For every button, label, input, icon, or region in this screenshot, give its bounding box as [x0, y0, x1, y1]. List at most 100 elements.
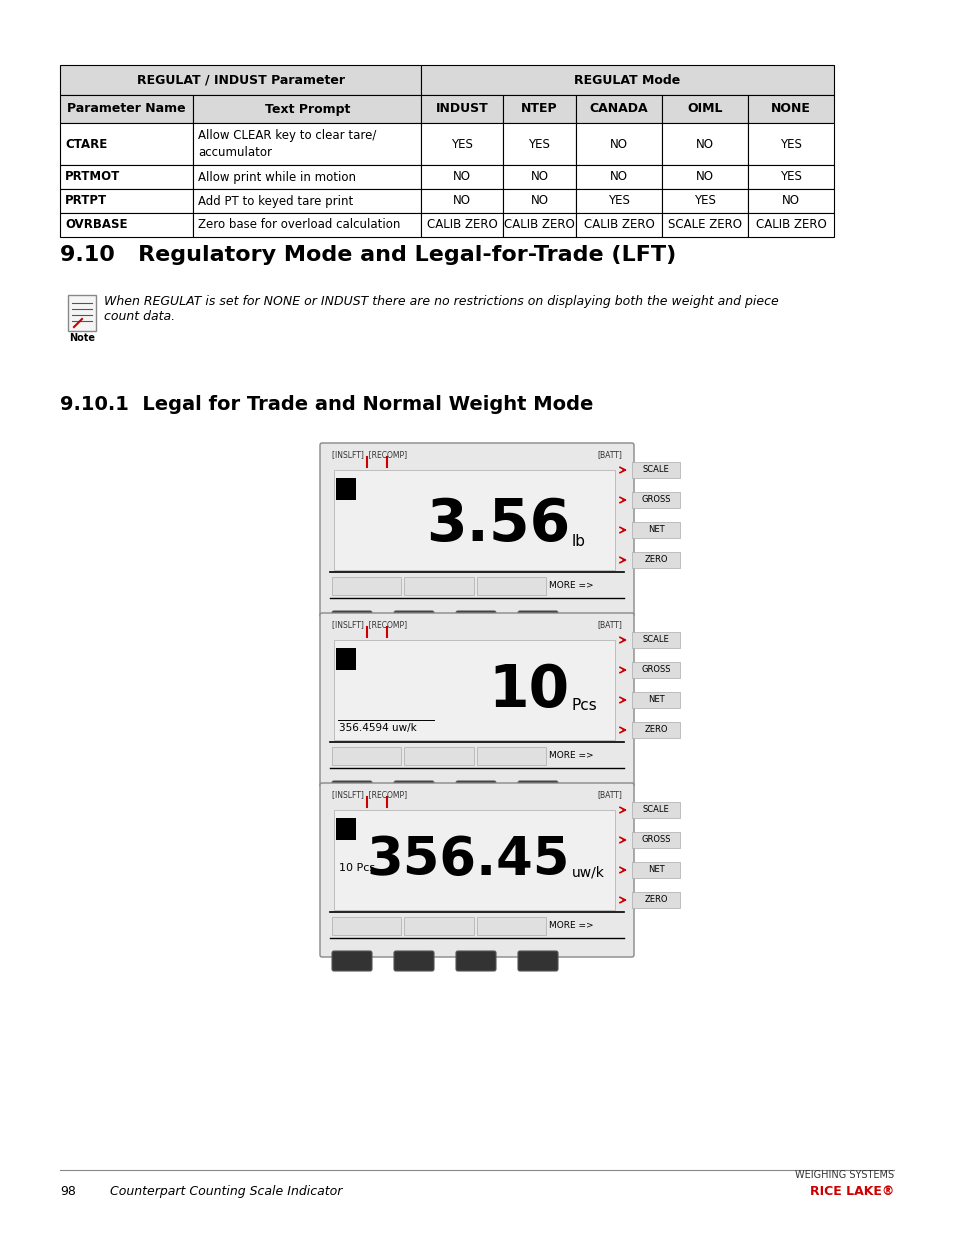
FancyBboxPatch shape	[319, 783, 634, 957]
Bar	[631, 862, 679, 878]
Bar	[332, 747, 401, 764]
FancyBboxPatch shape	[456, 611, 496, 631]
Bar	[747, 212, 833, 237]
FancyBboxPatch shape	[517, 951, 558, 971]
Text: REGULAT Mode: REGULAT Mode	[574, 74, 680, 86]
Text: SCALE: SCALE	[642, 466, 669, 474]
Text: YES: YES	[694, 194, 715, 207]
Text: CALIB ZERO: CALIB ZERO	[755, 219, 825, 231]
Bar	[60, 212, 193, 237]
Text: GROSS: GROSS	[640, 836, 670, 845]
Text: YES: YES	[780, 137, 801, 151]
Bar	[747, 95, 833, 124]
Bar	[335, 648, 355, 671]
Text: NONE: NONE	[770, 103, 810, 116]
Bar	[576, 165, 661, 189]
Bar	[747, 165, 833, 189]
Text: 356.45: 356.45	[366, 834, 569, 885]
Bar	[631, 462, 679, 478]
Bar	[421, 165, 502, 189]
Bar	[631, 692, 679, 708]
Bar	[661, 212, 747, 237]
Text: [BATT]: [BATT]	[597, 450, 621, 459]
Bar	[576, 212, 661, 237]
FancyBboxPatch shape	[332, 951, 372, 971]
Text: 98: 98	[60, 1186, 76, 1198]
FancyBboxPatch shape	[456, 781, 496, 802]
Bar	[502, 165, 576, 189]
Bar	[421, 212, 502, 237]
Bar	[193, 124, 421, 165]
Text: INDUST: INDUST	[436, 103, 488, 116]
Text: [INSLFT]  [RECOMP]: [INSLFT] [RECOMP]	[332, 620, 407, 629]
FancyBboxPatch shape	[319, 613, 634, 787]
Text: GROSS: GROSS	[640, 495, 670, 505]
Bar	[661, 124, 747, 165]
Bar	[60, 95, 193, 124]
Text: NO: NO	[609, 137, 627, 151]
FancyBboxPatch shape	[319, 443, 634, 618]
Text: lb: lb	[572, 535, 585, 550]
Bar	[193, 95, 421, 124]
Text: ZERO: ZERO	[643, 895, 667, 904]
Bar	[334, 640, 615, 740]
Text: NET: NET	[647, 866, 663, 874]
Text: NO: NO	[453, 194, 471, 207]
Text: Allow CLEAR key to clear tare/: Allow CLEAR key to clear tare/	[198, 128, 376, 142]
Bar	[404, 747, 474, 764]
Text: 9.10.1  Legal for Trade and Normal Weight Mode: 9.10.1 Legal for Trade and Normal Weight…	[60, 395, 593, 414]
FancyBboxPatch shape	[394, 781, 434, 802]
Bar	[631, 552, 679, 568]
Text: Pcs: Pcs	[572, 698, 598, 713]
Bar	[502, 189, 576, 212]
Text: accumulator: accumulator	[198, 146, 272, 159]
Text: CTARE: CTARE	[65, 137, 107, 151]
Bar	[421, 124, 502, 165]
Bar	[193, 212, 421, 237]
Text: PRTMOT: PRTMOT	[65, 170, 120, 184]
Bar	[334, 810, 615, 910]
Text: 9.10   Regulatory Mode and Legal-for-Trade (LFT): 9.10 Regulatory Mode and Legal-for-Trade…	[60, 245, 676, 266]
Text: Zero base for overload calculation: Zero base for overload calculation	[198, 219, 400, 231]
Text: 3.56: 3.56	[425, 496, 569, 553]
Text: Text Prompt: Text Prompt	[264, 103, 350, 116]
Text: Add PT to keyed tare print: Add PT to keyed tare print	[198, 194, 354, 207]
Text: NO: NO	[530, 170, 548, 184]
Text: CALIB ZERO: CALIB ZERO	[583, 219, 654, 231]
Text: YES: YES	[451, 137, 473, 151]
Bar	[332, 577, 401, 595]
Text: [INSLFT]  [RECOMP]: [INSLFT] [RECOMP]	[332, 790, 407, 799]
Bar	[335, 478, 355, 500]
Text: Counterpart Counting Scale Indicator: Counterpart Counting Scale Indicator	[110, 1186, 342, 1198]
Text: NET: NET	[647, 526, 663, 535]
Text: CANADA: CANADA	[589, 103, 648, 116]
Text: OVRBASE: OVRBASE	[65, 219, 128, 231]
Bar	[631, 832, 679, 848]
FancyBboxPatch shape	[332, 781, 372, 802]
FancyBboxPatch shape	[394, 611, 434, 631]
Bar	[502, 95, 576, 124]
Bar	[631, 632, 679, 648]
Text: [BATT]: [BATT]	[597, 790, 621, 799]
Text: NO: NO	[530, 194, 548, 207]
Bar	[661, 165, 747, 189]
Text: ZERO: ZERO	[643, 556, 667, 564]
Text: SCALE ZERO: SCALE ZERO	[667, 219, 741, 231]
Text: CALIB ZERO: CALIB ZERO	[426, 219, 497, 231]
Text: uw/k: uw/k	[572, 864, 604, 879]
Text: NO: NO	[609, 170, 627, 184]
Text: YES: YES	[607, 194, 629, 207]
Text: Note: Note	[69, 333, 95, 343]
Text: MORE =>: MORE =>	[549, 921, 594, 930]
Bar	[421, 189, 502, 212]
Text: 10 Pcs: 10 Pcs	[338, 863, 375, 873]
Bar	[502, 124, 576, 165]
Bar	[576, 189, 661, 212]
Bar	[476, 918, 546, 935]
Text: GROSS: GROSS	[640, 666, 670, 674]
Text: When REGULAT is set for NONE or INDUST there are no restrictions on displaying b: When REGULAT is set for NONE or INDUST t…	[104, 295, 778, 324]
Text: SCALE: SCALE	[642, 805, 669, 815]
Bar	[60, 65, 421, 95]
Text: 356.4594 uw/k: 356.4594 uw/k	[338, 722, 416, 734]
Bar	[576, 124, 661, 165]
